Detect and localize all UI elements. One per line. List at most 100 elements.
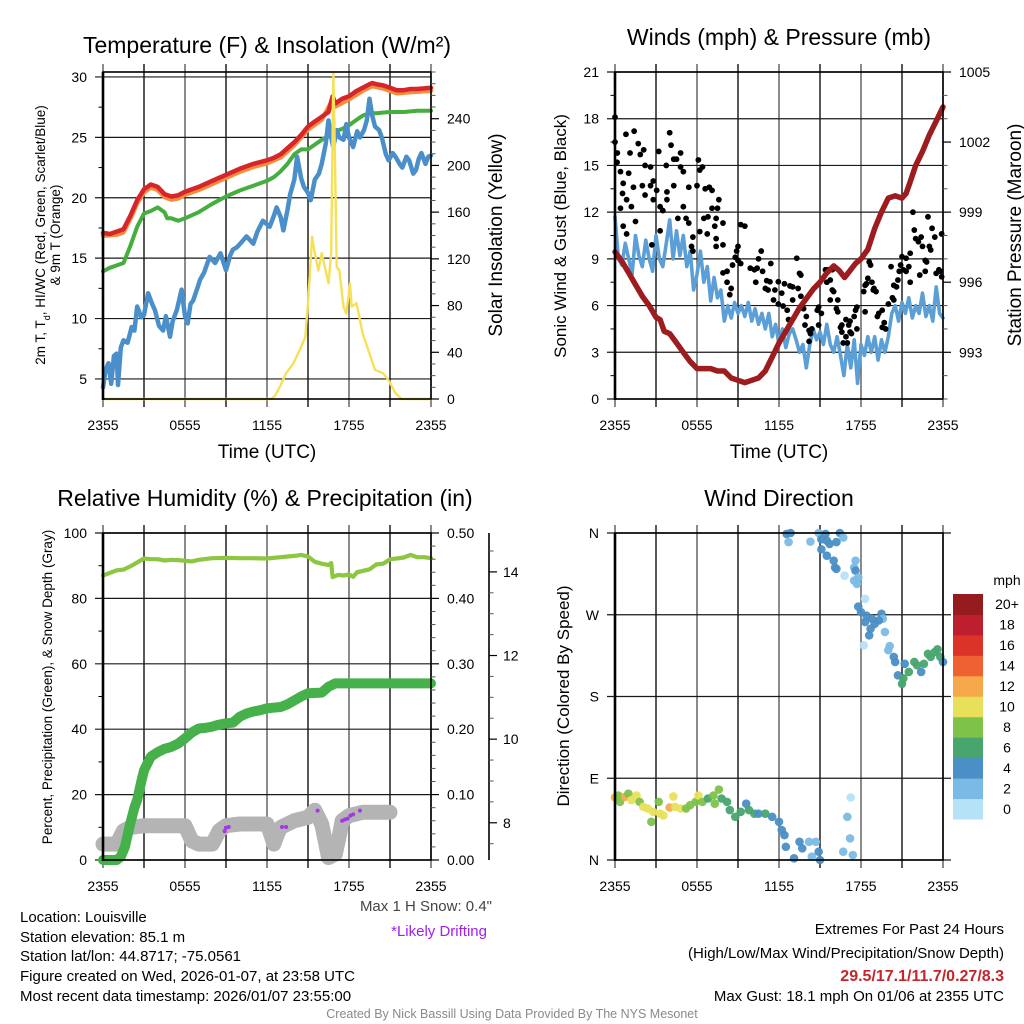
x-tick-label: 1755 bbox=[845, 878, 876, 894]
gust-point bbox=[862, 308, 868, 315]
gust-point bbox=[780, 303, 786, 309]
gust-point bbox=[815, 322, 822, 328]
direction-point bbox=[767, 812, 777, 822]
direction-point bbox=[859, 641, 869, 650]
temperature-x-axis-label: Time (UTC) bbox=[218, 442, 317, 463]
gust-point bbox=[775, 278, 782, 285]
extremes-summary: Extremes For Past 24 Hours (High/Low/Max… bbox=[688, 921, 1004, 1005]
y-tick-label: 5 bbox=[79, 371, 87, 387]
gust-point bbox=[673, 156, 680, 163]
gust-point bbox=[677, 164, 684, 170]
winds-pressure-chart: 2355 0555 1155 1755 235503691215182199399699… bbox=[583, 64, 990, 433]
extremes-title: Extremes For Past 24 Hours bbox=[815, 921, 1004, 938]
gust-point bbox=[903, 268, 909, 275]
gust-point bbox=[895, 277, 901, 283]
x-tick-label: 1155 bbox=[764, 878, 794, 894]
wind-direction-chart: 2355 0555 1155 1755 2355NESWNmph024681012141… bbox=[586, 525, 1021, 894]
y-tick-label: 15 bbox=[71, 250, 87, 266]
y2-tick-label: 1002 bbox=[959, 134, 990, 150]
y-tick-label: 20 bbox=[71, 190, 87, 206]
gust-point bbox=[879, 324, 886, 331]
gust-point bbox=[752, 279, 759, 286]
y-tick-label: N bbox=[589, 525, 599, 541]
y3-tick-label: 14 bbox=[503, 564, 519, 580]
gust-point bbox=[747, 265, 754, 272]
created-text: Figure created on Wed, 2026-01-07, at 23… bbox=[20, 968, 355, 985]
gust-point bbox=[690, 234, 696, 240]
gust-point bbox=[647, 164, 654, 170]
gust-point bbox=[741, 223, 748, 230]
direction-point bbox=[840, 571, 849, 580]
gust-point bbox=[670, 182, 677, 189]
colorbar-swatch bbox=[953, 696, 983, 718]
gust-point bbox=[923, 259, 930, 265]
direction-point bbox=[829, 556, 838, 565]
charts-layer: 2355 0555 1155 1755 235551015202530040801201… bbox=[64, 64, 1021, 894]
gust-point bbox=[802, 322, 808, 328]
gust-point bbox=[784, 307, 791, 314]
series-layer bbox=[95, 552, 436, 865]
gust-point bbox=[619, 190, 626, 197]
gust-point bbox=[724, 279, 730, 286]
direction-point bbox=[884, 645, 893, 655]
series-layer bbox=[100, 71, 434, 401]
gust-point bbox=[911, 227, 918, 233]
y2-tick-label: 40 bbox=[447, 344, 463, 360]
gust-point bbox=[620, 223, 627, 230]
direction-point bbox=[880, 627, 890, 637]
gust-point bbox=[640, 146, 647, 153]
y-tick-label: E bbox=[590, 770, 599, 786]
y3-tick-label: 10 bbox=[503, 731, 519, 747]
gust-point bbox=[781, 280, 788, 287]
gust-point bbox=[871, 285, 877, 292]
gust-point bbox=[815, 304, 822, 311]
solar-line bbox=[101, 71, 433, 401]
direction-point bbox=[797, 844, 807, 853]
direction-point bbox=[860, 617, 870, 627]
colorbar-swatch bbox=[953, 798, 983, 820]
y2-tick-label: 993 bbox=[959, 344, 983, 360]
gust-point bbox=[695, 157, 702, 163]
direction-point bbox=[761, 809, 770, 818]
drift-point bbox=[345, 816, 350, 821]
gust-point bbox=[677, 150, 684, 156]
y2-tick-label: 0.10 bbox=[447, 787, 474, 803]
gust-point bbox=[907, 250, 914, 257]
colorbar-label: 4 bbox=[1003, 760, 1011, 776]
gust-point bbox=[617, 205, 624, 212]
y-tick-label: 20 bbox=[71, 787, 87, 803]
direction-point bbox=[912, 660, 922, 670]
gust-point bbox=[838, 322, 845, 328]
y2-tick-label: 996 bbox=[959, 274, 983, 290]
y2-tick-label: 0.00 bbox=[447, 852, 474, 868]
direction-y-axis-label: Direction (Colored By Speed) bbox=[554, 585, 573, 806]
x-tick-label: 0555 bbox=[681, 417, 712, 433]
gust-point bbox=[789, 297, 796, 303]
direction-point bbox=[866, 624, 875, 634]
gust-point bbox=[818, 310, 825, 317]
speed-colorbar: mph 0 2 4 6 8 10 12 14 16 18 20+ bbox=[953, 572, 1021, 820]
gust-point bbox=[709, 187, 715, 194]
gust-point bbox=[937, 268, 944, 275]
x-tick-label: 0555 bbox=[681, 878, 712, 894]
gust-point bbox=[625, 170, 632, 177]
gust-point bbox=[650, 178, 657, 184]
gust-point bbox=[867, 262, 874, 268]
colorbar-label: 2 bbox=[1003, 780, 1011, 796]
gust-point bbox=[869, 279, 875, 286]
x-tick-label: 1155 bbox=[252, 417, 282, 433]
colorbar-swatch bbox=[953, 757, 983, 779]
colorbar-swatch bbox=[953, 778, 983, 800]
y-tick-label: 12 bbox=[583, 204, 599, 220]
gust-point bbox=[704, 231, 711, 237]
gust-point bbox=[649, 241, 655, 248]
gust-point bbox=[772, 287, 778, 293]
direction-point bbox=[846, 793, 856, 802]
direction-point bbox=[669, 792, 678, 801]
gust-point bbox=[630, 184, 637, 191]
gust-point bbox=[685, 184, 692, 191]
humidity-precip-chart: 2355 0555 1155 1755 23550204060801000.000.10… bbox=[64, 525, 519, 894]
direction-point bbox=[709, 791, 718, 800]
t2m-line bbox=[100, 80, 434, 237]
y-tick-label: 80 bbox=[71, 590, 87, 606]
